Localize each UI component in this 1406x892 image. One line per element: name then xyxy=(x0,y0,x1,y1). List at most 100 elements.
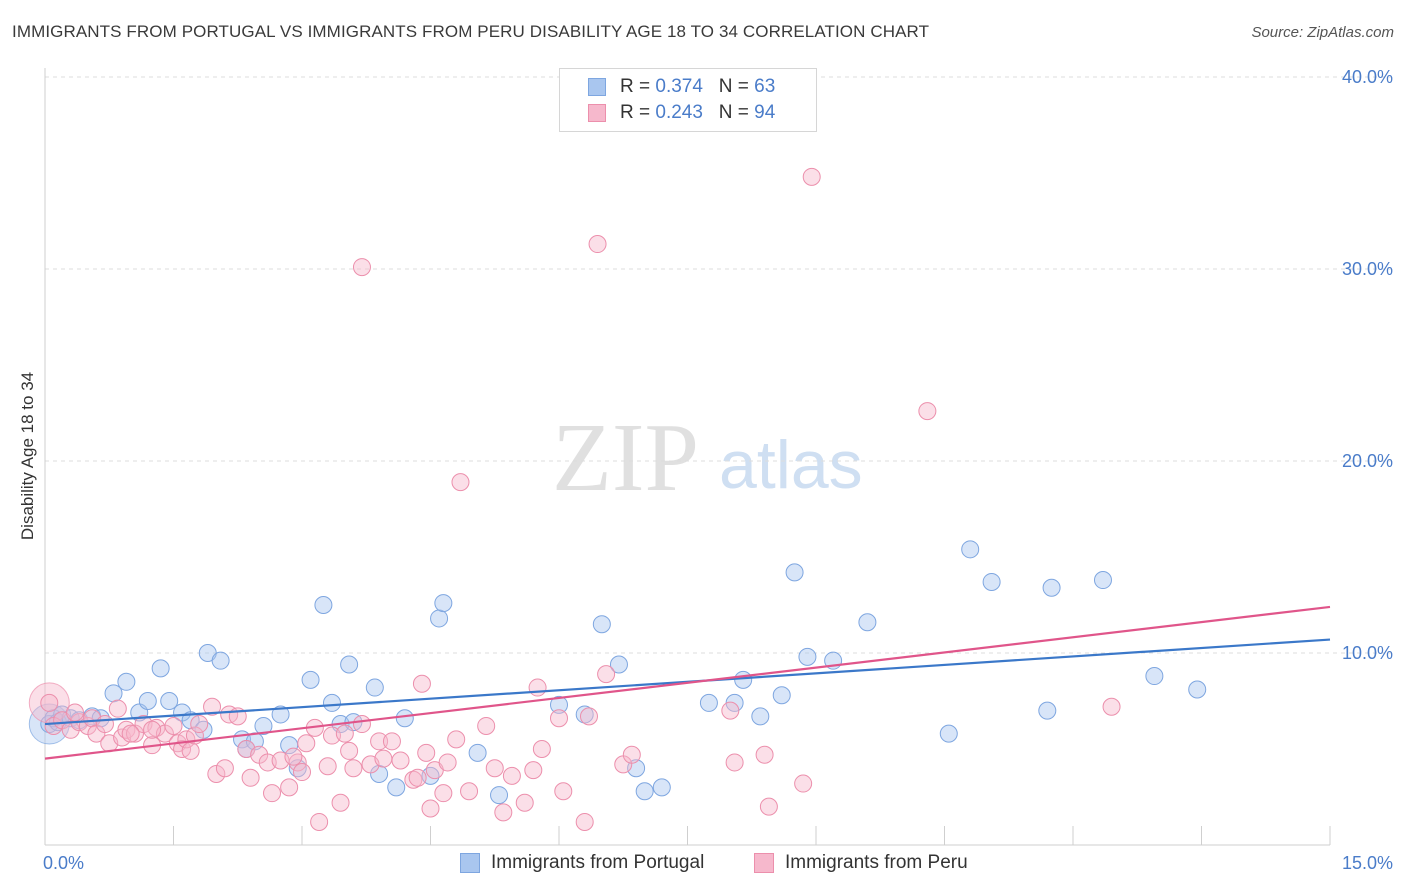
portugal-point xyxy=(751,707,770,726)
portugal-point xyxy=(1145,667,1164,686)
y-tick-label: 10.0% xyxy=(1342,643,1393,663)
y-tick-label: 40.0% xyxy=(1342,67,1393,87)
portugal-point xyxy=(490,786,509,805)
peru-point xyxy=(164,716,183,735)
peru-point xyxy=(382,732,401,751)
y-tick-label: 20.0% xyxy=(1342,451,1393,471)
peru-point xyxy=(263,784,282,803)
legend-n-value-portugal: 63 xyxy=(754,76,776,97)
peru-point xyxy=(477,716,496,735)
peru-point xyxy=(181,741,200,760)
legend-r-value-peru: 0.243 xyxy=(655,102,703,123)
legend-r-label: R = xyxy=(620,102,656,123)
peru-point xyxy=(622,745,641,764)
watermark-atlas: atlas xyxy=(719,427,863,503)
peru-point xyxy=(344,759,363,778)
portugal-point xyxy=(592,615,611,634)
portugal-point xyxy=(314,596,333,614)
portugal-point xyxy=(609,655,628,674)
peru-point xyxy=(438,753,457,772)
peru-point xyxy=(725,753,744,772)
peru-point xyxy=(177,730,196,749)
portugal-point xyxy=(254,716,273,735)
peru-point xyxy=(417,743,436,762)
portugal-point xyxy=(858,613,877,632)
legend-r-value-portugal: 0.374 xyxy=(655,76,703,97)
peru-trend-line xyxy=(44,605,1331,760)
peru-point xyxy=(918,402,937,421)
peru-point xyxy=(447,730,466,749)
peru-point xyxy=(215,759,234,778)
portugal-point xyxy=(1038,701,1057,720)
peru-point xyxy=(352,715,371,734)
peru-point xyxy=(190,715,209,734)
chart-title: IMMIGRANTS FROM PORTUGAL VS IMMIGRANTS F… xyxy=(12,22,930,41)
source-label: Source: ZipAtlas.com xyxy=(1251,24,1394,41)
trend-lines xyxy=(44,605,1331,760)
portugal-point xyxy=(635,782,654,801)
portugal-point xyxy=(1188,680,1207,699)
peru-point xyxy=(121,724,140,743)
peru-point xyxy=(460,782,479,801)
portugal-point xyxy=(365,678,384,697)
peru-point xyxy=(310,812,329,831)
portugal-point xyxy=(211,651,230,670)
portugal-point xyxy=(387,778,406,797)
portugal-point xyxy=(138,692,157,710)
peru-point xyxy=(297,734,316,753)
peru-point xyxy=(318,757,337,776)
peru-point xyxy=(352,258,371,277)
peru-point xyxy=(421,799,440,818)
portugal-point xyxy=(117,672,136,691)
peru-point xyxy=(370,732,389,751)
portugal-point xyxy=(1093,571,1112,590)
peru-point xyxy=(434,784,453,803)
tick-labels: 10.0% 20.0% 30.0% 40.0% 0.0% 15.0% xyxy=(43,67,1393,873)
portugal-swatch xyxy=(588,78,606,96)
peru-point xyxy=(331,793,350,812)
portugal-point xyxy=(468,743,487,762)
peru-point xyxy=(241,768,260,787)
peru-point xyxy=(284,747,303,766)
axes xyxy=(44,68,1331,846)
peru-point xyxy=(524,761,543,780)
peru-point xyxy=(485,759,504,778)
data-points xyxy=(28,167,1207,831)
x-tick-label: 0.0% xyxy=(43,853,84,873)
peru-point xyxy=(408,768,427,787)
peru-point xyxy=(532,740,551,758)
x-tick-label: 15.0% xyxy=(1342,853,1393,873)
peru-point xyxy=(528,678,547,697)
gridlines xyxy=(45,76,1392,654)
portugal-swatch xyxy=(460,853,480,873)
peru-swatch xyxy=(754,853,774,873)
peru-point xyxy=(293,763,311,782)
portugal-point xyxy=(982,572,1001,591)
peru-point xyxy=(502,766,521,785)
portugal-point xyxy=(699,693,718,712)
peru-point xyxy=(579,707,598,726)
peru-point xyxy=(759,797,778,816)
peru-point xyxy=(494,803,513,822)
peru-point xyxy=(412,674,431,693)
portugal-point xyxy=(430,609,449,628)
peru-point xyxy=(95,715,114,734)
peru-point xyxy=(374,749,393,768)
portugal-point xyxy=(798,647,817,666)
peru-point xyxy=(802,167,821,186)
peru-point xyxy=(340,741,359,760)
peru-point xyxy=(597,665,616,684)
peru-swatch xyxy=(588,104,606,122)
portugal-point xyxy=(939,724,958,743)
correlation-legend: R = 0.374 N = 63 R = 0.243 N = 94 xyxy=(559,68,817,132)
peru-point xyxy=(40,693,59,712)
legend-r-label: R = xyxy=(620,76,656,97)
portugal-point xyxy=(734,670,753,689)
portugal-point xyxy=(785,563,804,582)
portugal-point xyxy=(652,778,671,797)
portugal-point xyxy=(961,540,980,559)
y-tick-label: 30.0% xyxy=(1342,259,1393,279)
peru-point xyxy=(794,774,813,793)
portugal-point xyxy=(322,693,341,712)
peru-point xyxy=(575,812,594,831)
